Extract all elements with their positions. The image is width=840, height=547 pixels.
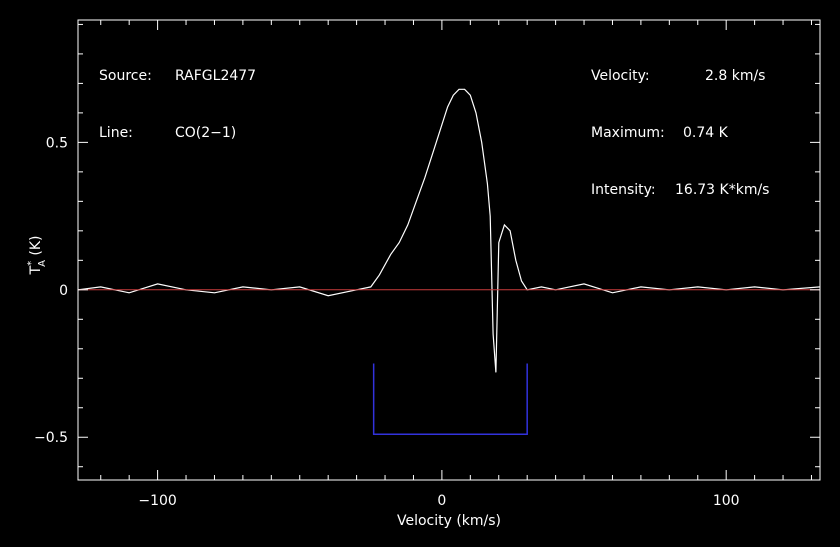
source-label: Source: xyxy=(99,68,152,84)
line-label: Line: xyxy=(99,125,133,141)
y-axis-label: T*A (K) xyxy=(26,236,48,276)
maximum-value: 0.74 K xyxy=(683,125,728,141)
intensity-label: Intensity: xyxy=(591,182,656,198)
y-tick-label: 0 xyxy=(59,283,68,299)
plot-frame xyxy=(77,19,821,481)
velocity-label: Velocity: xyxy=(591,68,650,84)
y-tick-label: 0.5 xyxy=(46,135,68,151)
integration-window xyxy=(372,363,528,436)
source-value: RAFGL2477 xyxy=(175,68,257,84)
x-axis-label: Velocity (km/s) xyxy=(397,513,501,529)
info-right: Velocity: 2.8 km/s Maximum: 0.74 K Intensi… xyxy=(591,32,769,219)
info-left: Source: RAFGL2477 Line: CO(2−1) xyxy=(99,32,256,162)
x-tick-label: −100 xyxy=(138,493,176,509)
intensity-value: 16.73 K*km/s xyxy=(675,182,770,198)
maximum-label: Maximum: xyxy=(591,125,665,141)
line-value: CO(2−1) xyxy=(175,125,237,141)
x-tick-label: 100 xyxy=(713,493,740,509)
y-tick-label: −0.5 xyxy=(34,430,68,446)
x-tick-label: 0 xyxy=(437,493,446,509)
velocity-value: 2.8 km/s xyxy=(705,68,766,84)
spectrum-line xyxy=(77,88,821,373)
